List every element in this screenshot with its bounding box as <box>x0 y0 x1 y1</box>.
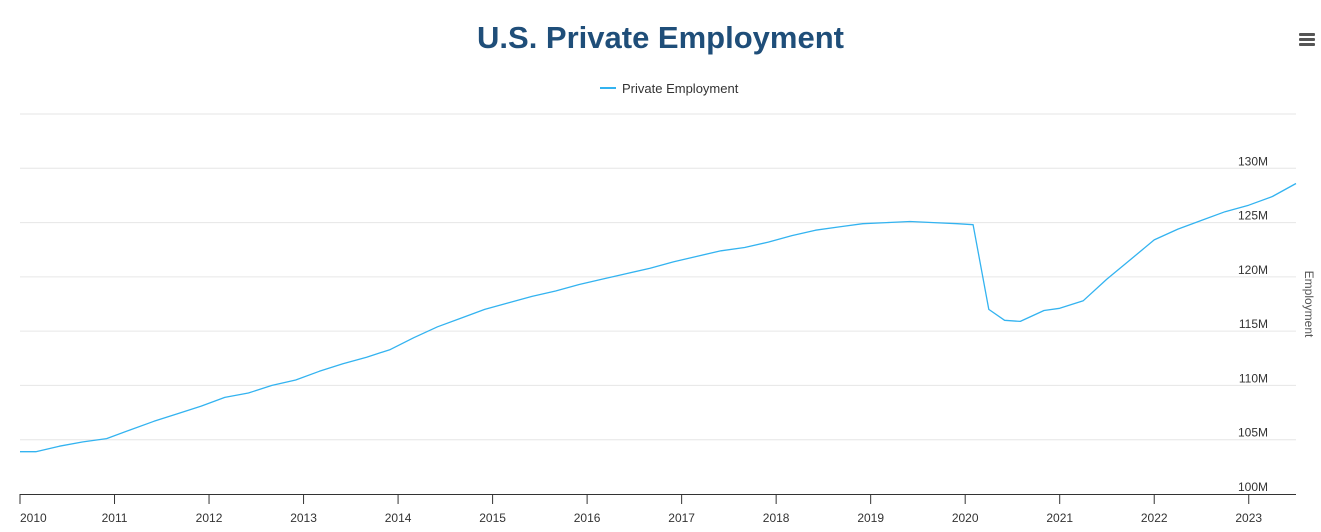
data-point[interactable] <box>127 427 133 433</box>
data-point[interactable] <box>56 443 62 449</box>
data-point[interactable] <box>742 245 748 251</box>
x-tick-label: 2023 <box>1235 511 1262 525</box>
data-point[interactable] <box>316 368 322 374</box>
hamburger-menu-icon[interactable] <box>1297 31 1317 49</box>
data-point[interactable] <box>269 382 275 388</box>
data-point[interactable] <box>553 288 559 294</box>
data-point[interactable] <box>1128 256 1134 262</box>
data-point[interactable] <box>17 449 23 455</box>
data-point[interactable] <box>104 436 110 442</box>
data-point[interactable] <box>245 390 251 396</box>
x-tick-label: 2011 <box>102 511 128 525</box>
data-point[interactable] <box>1017 318 1023 324</box>
data-point[interactable] <box>1080 298 1086 304</box>
data-point[interactable] <box>860 221 866 227</box>
data-point[interactable] <box>340 361 346 367</box>
data-point[interactable] <box>1057 305 1063 311</box>
chart-title: U.S. Private Employment <box>477 20 844 55</box>
y-axis-title: Employment <box>1302 271 1316 338</box>
data-point[interactable] <box>623 271 629 277</box>
data-point[interactable] <box>1222 209 1228 215</box>
data-point[interactable] <box>1175 226 1181 232</box>
data-point[interactable] <box>458 315 464 321</box>
x-tick-label: 2021 <box>1046 511 1073 525</box>
data-point[interactable] <box>33 449 39 455</box>
data-point[interactable] <box>907 218 913 224</box>
x-tick-label: 2015 <box>479 511 506 525</box>
data-point[interactable] <box>1246 202 1252 208</box>
data-point[interactable] <box>694 253 700 259</box>
data-point[interactable] <box>1269 194 1275 200</box>
legend-swatch <box>600 87 616 89</box>
data-point[interactable] <box>1293 180 1299 186</box>
data-point[interactable] <box>600 276 606 282</box>
data-point[interactable] <box>883 220 889 226</box>
x-tick-label: 2019 <box>857 511 884 525</box>
data-point[interactable] <box>505 300 511 306</box>
y-tick-label: 105M <box>1238 426 1268 440</box>
data-point[interactable] <box>954 221 960 227</box>
y-tick-label: 100M <box>1238 480 1268 494</box>
data-point[interactable] <box>986 306 992 312</box>
x-tick-label: 2018 <box>763 511 790 525</box>
x-tick-label: 2014 <box>385 511 412 525</box>
data-point[interactable] <box>387 347 393 353</box>
x-tick-label: 2010 <box>20 511 47 525</box>
data-point[interactable] <box>222 394 228 400</box>
x-tick-label: 2017 <box>668 511 695 525</box>
data-point[interactable] <box>151 418 157 424</box>
x-tick-label: 2020 <box>952 511 979 525</box>
menu-bar <box>1299 33 1315 36</box>
data-point[interactable] <box>718 248 724 254</box>
data-point[interactable] <box>765 239 771 245</box>
series-line-private-employment[interactable] <box>20 182 1297 453</box>
y-tick-label: 120M <box>1238 263 1268 277</box>
x-tick-label: 2012 <box>196 511 223 525</box>
data-point[interactable] <box>434 324 440 330</box>
data-point[interactable] <box>931 220 937 226</box>
data-point[interactable] <box>529 293 535 299</box>
data-point[interactable] <box>813 227 819 233</box>
x-tick-label: 2022 <box>1141 511 1168 525</box>
y-tick-label: 130M <box>1238 154 1268 168</box>
data-point[interactable] <box>576 281 582 287</box>
data-point[interactable] <box>970 222 976 228</box>
data-point[interactable] <box>411 335 417 341</box>
data-point[interactable] <box>198 403 204 409</box>
menu-bar <box>1299 43 1315 46</box>
data-point[interactable] <box>1151 237 1157 243</box>
data-point[interactable] <box>80 439 86 445</box>
data-point[interactable] <box>1002 317 1008 323</box>
legend-label: Private Employment <box>622 80 739 96</box>
data-point[interactable] <box>836 224 842 230</box>
data-point[interactable] <box>647 265 653 271</box>
data-point[interactable] <box>364 354 370 360</box>
data-point[interactable] <box>1198 217 1204 223</box>
data-point[interactable] <box>1041 308 1047 314</box>
data-point[interactable] <box>293 377 299 383</box>
y-tick-label: 115M <box>1239 317 1268 331</box>
y-tick-label: 110M <box>1239 371 1268 385</box>
legend-item[interactable]: Private Employment <box>600 79 738 97</box>
x-tick-label: 2013 <box>290 511 317 525</box>
data-point[interactable] <box>175 411 181 417</box>
data-point[interactable] <box>1104 276 1110 282</box>
x-tick-label: 2016 <box>574 511 601 525</box>
menu-bar <box>1299 38 1315 41</box>
data-point[interactable] <box>789 233 795 239</box>
y-tick-label: 125M <box>1238 209 1268 223</box>
data-point[interactable] <box>671 259 677 265</box>
data-point[interactable] <box>482 306 488 312</box>
